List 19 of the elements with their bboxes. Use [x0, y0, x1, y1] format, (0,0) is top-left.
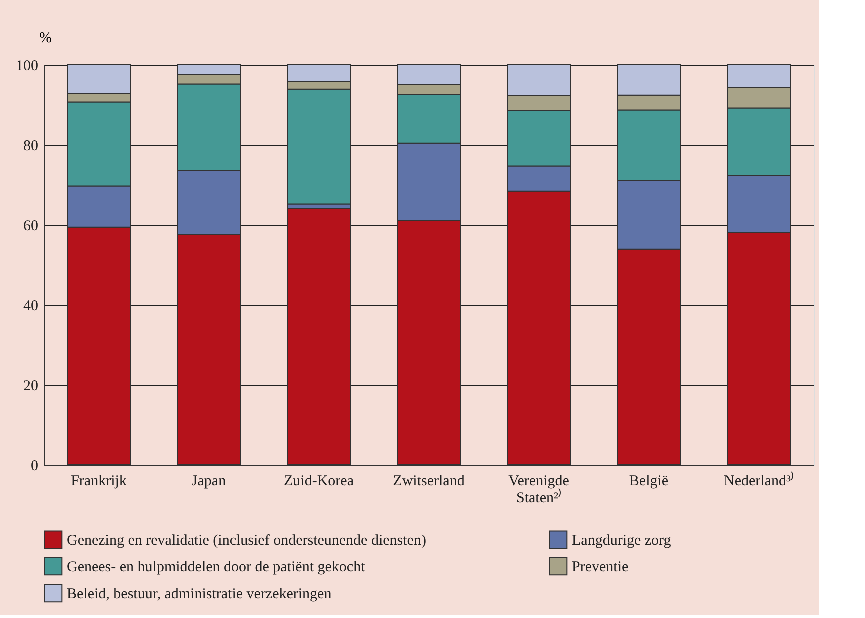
x-tick-label: Nederland³⁾ — [724, 472, 794, 490]
y-tick-label: 100 — [16, 58, 38, 74]
y-tick-label: 60 — [24, 218, 38, 234]
legend-label: Langdurige zorg — [572, 532, 672, 549]
y-axis-title: % — [40, 30, 52, 46]
legend-label: Genees- en hulpmiddelen door de patiënt gekocht — [67, 560, 366, 576]
x-tick-label: Verenigde Staten²⁾ — [508, 474, 570, 506]
x-tick-label: België — [629, 474, 669, 490]
legend-label: Preventie — [572, 560, 629, 576]
x-tick-label: Frankrijk — [71, 474, 128, 490]
y-tick-label: 20 — [24, 378, 38, 394]
x-tick-label: Japan — [192, 474, 227, 490]
x-tick-label: Zuid-Korea — [284, 474, 354, 490]
legend-label: Beleid, bestuur, administratie verzekeringen — [67, 586, 332, 602]
x-tick-label: Zwitserland — [393, 474, 466, 490]
y-tick-label: 0 — [31, 458, 38, 474]
legend-label: Genezing en revalidatie (inclusief ondersteunende diensten) — [67, 532, 426, 549]
y-tick-label: 40 — [24, 298, 38, 314]
y-tick-label: 80 — [24, 138, 38, 154]
